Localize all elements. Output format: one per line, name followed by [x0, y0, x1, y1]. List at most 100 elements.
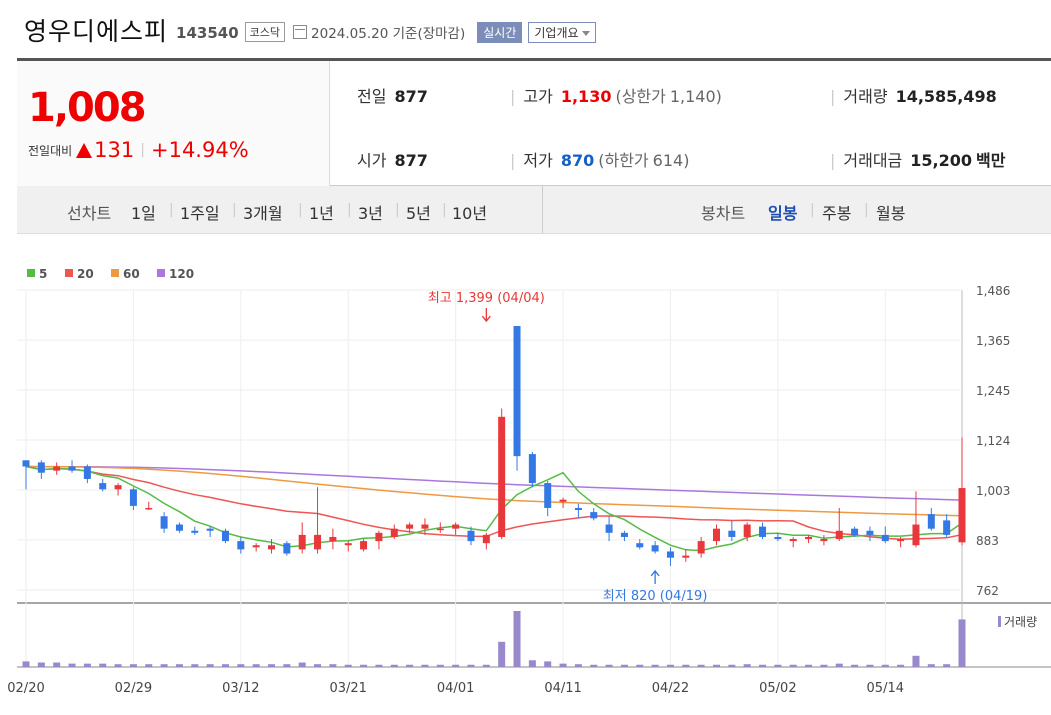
x-tick-label: 03/21 — [329, 681, 366, 696]
candle-weekly[interactable]: 주봉 — [822, 204, 852, 223]
period-5y[interactable]: 5년 — [406, 204, 431, 223]
ma5-line — [25, 465, 963, 552]
candle-body — [375, 532, 383, 542]
volume-bar — [943, 664, 951, 667]
volume-bar — [881, 664, 889, 667]
x-tick-label: 03/12 — [222, 681, 259, 696]
volume-bar — [145, 664, 153, 667]
candle-body — [452, 524, 460, 529]
period-3m[interactable]: 3개월 — [243, 204, 283, 223]
company-overview-dropdown[interactable]: 기업개요 — [528, 21, 596, 43]
volume-bar — [620, 664, 628, 667]
upper-limit-value: 1,140) — [669, 87, 722, 106]
change-amount: 131 — [94, 138, 135, 162]
candle-body — [590, 512, 598, 519]
period-1d[interactable]: 1일 — [131, 204, 156, 223]
period-3y[interactable]: 3년 — [358, 204, 383, 223]
candle-body — [513, 326, 521, 457]
volume-bar — [206, 664, 214, 667]
x-tick-label: 02/29 — [115, 681, 152, 696]
volume-bar — [68, 663, 76, 667]
stock-header: 영우디에스피 143540 코스닥 2024.05.20 기준(장마감) 실시간… — [24, 12, 596, 48]
volume-bar — [406, 664, 414, 667]
high-value: 1,130 — [560, 87, 612, 106]
volume-bar — [53, 662, 61, 667]
candle-body — [544, 483, 552, 508]
volume-legend-swatch — [998, 616, 1001, 627]
volume-bar — [344, 664, 352, 667]
volume-bar — [666, 664, 674, 667]
period-1w[interactable]: 1주일 — [180, 204, 220, 223]
candle-body — [53, 466, 61, 471]
open-value: 877 — [394, 151, 428, 170]
candle-body — [851, 528, 859, 535]
volume-bar — [22, 661, 30, 667]
volume-bar — [697, 664, 705, 667]
volume-bar — [221, 664, 229, 667]
volume-stat: | 거래량 14,585,498 — [830, 87, 997, 106]
prev-close: 전일 877 — [357, 83, 428, 107]
candle-chart-label: 봉차트 — [701, 204, 746, 223]
volume-bar — [283, 664, 291, 667]
volume-bar — [83, 663, 91, 667]
candle-body — [237, 541, 245, 550]
realtime-button[interactable]: 실시간 — [477, 21, 523, 43]
candle-body — [206, 528, 214, 531]
volume-bar — [774, 664, 782, 667]
candle-body — [927, 514, 935, 529]
amount-label: 거래대금 — [843, 151, 903, 170]
candle-body — [682, 555, 690, 558]
candle-body — [298, 534, 306, 550]
candle-body — [636, 543, 644, 548]
high-label: 고가 — [523, 87, 553, 106]
change-label: 전일대비 — [28, 143, 73, 158]
y-tick-label: 883 — [976, 534, 999, 548]
market-badge: 코스닥 — [244, 22, 286, 42]
candle-body — [943, 520, 951, 535]
candle-monthly[interactable]: 월봉 — [876, 204, 906, 223]
period-10y[interactable]: 10년 — [452, 204, 488, 223]
candle-body — [651, 545, 659, 552]
candle-daily[interactable]: 일봉 — [768, 204, 798, 223]
volume-bar — [759, 664, 767, 667]
candle-body — [314, 534, 322, 550]
candle-body — [421, 524, 429, 529]
candle-body — [559, 499, 567, 502]
candle-body — [114, 485, 122, 490]
divider: | — [140, 142, 145, 158]
low-annotation: 최저 820 (04/19) — [603, 589, 708, 604]
amount-value: 15,200 — [910, 151, 973, 170]
candle-body — [743, 524, 751, 537]
candle-body — [129, 489, 137, 506]
candle-body — [574, 507, 582, 511]
candle-body — [436, 528, 444, 531]
base-date: 2024.05.20 기준(장마감) — [311, 26, 466, 42]
volume-bar — [866, 664, 874, 667]
candle-body — [774, 536, 782, 540]
volume-bar — [375, 664, 383, 667]
volume-bar — [452, 664, 460, 667]
open-price: 시가 877 — [357, 147, 428, 171]
volume-label: 거래량 — [843, 87, 888, 106]
volume-value: 14,585,498 — [895, 87, 997, 106]
candle-body — [268, 545, 276, 550]
y-tick-label: 1,003 — [976, 484, 1010, 498]
volume-bar — [513, 611, 521, 667]
candle-body — [406, 524, 414, 529]
candle-body — [360, 541, 368, 550]
candle-body — [759, 526, 767, 537]
company-overview-label: 기업개요 — [534, 25, 579, 40]
period-1y[interactable]: 1년 — [309, 204, 334, 223]
low-label: 저가 — [523, 151, 553, 170]
ma20-line — [25, 465, 963, 540]
candle-body — [697, 541, 705, 554]
candle-body — [191, 530, 199, 533]
volume-bar — [728, 664, 736, 667]
candle-body — [820, 539, 828, 542]
candle-body — [866, 530, 874, 535]
candle-body — [620, 532, 628, 537]
volume-bar — [114, 664, 122, 667]
volume-bar — [421, 664, 429, 667]
price-change: 전일대비 131 | +14.94% — [28, 138, 249, 162]
y-tick-label: 1,124 — [976, 434, 1010, 448]
